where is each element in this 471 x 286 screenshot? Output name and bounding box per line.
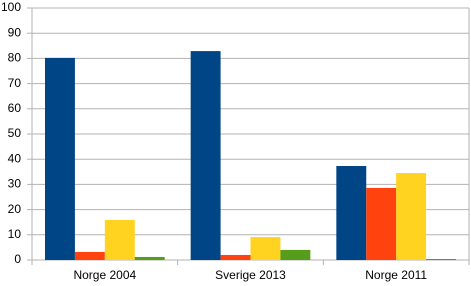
y-tick-label: 20: [8, 202, 22, 216]
y-tick-label: 70: [8, 76, 22, 90]
x-tick-label: Sverige 2013: [215, 268, 286, 282]
bar: [45, 57, 75, 261]
bar: [220, 254, 251, 260]
bar: [190, 51, 221, 261]
bar: [280, 249, 311, 260]
y-tick-label: 0: [14, 252, 21, 266]
y-tick-label: 10: [8, 227, 22, 241]
y-tick-label: 50: [8, 126, 22, 140]
y-tick-label: 100: [1, 0, 21, 14]
x-tick-label: Norge 2004: [73, 268, 136, 282]
x-tick-label: Norge 2011: [365, 268, 427, 282]
bar: [250, 237, 281, 260]
bar: [396, 173, 427, 260]
y-tick-label: 30: [8, 177, 22, 191]
y-tick-label: 80: [8, 51, 22, 65]
y-tick-label: 90: [8, 25, 22, 39]
bar: [134, 256, 165, 260]
bar: [366, 187, 397, 260]
bar: [336, 166, 367, 260]
bar: [104, 219, 135, 260]
bar: [74, 251, 105, 260]
y-tick-label: 40: [8, 151, 22, 165]
bar: [426, 258, 456, 260]
y-tick-label: 60: [8, 101, 22, 115]
